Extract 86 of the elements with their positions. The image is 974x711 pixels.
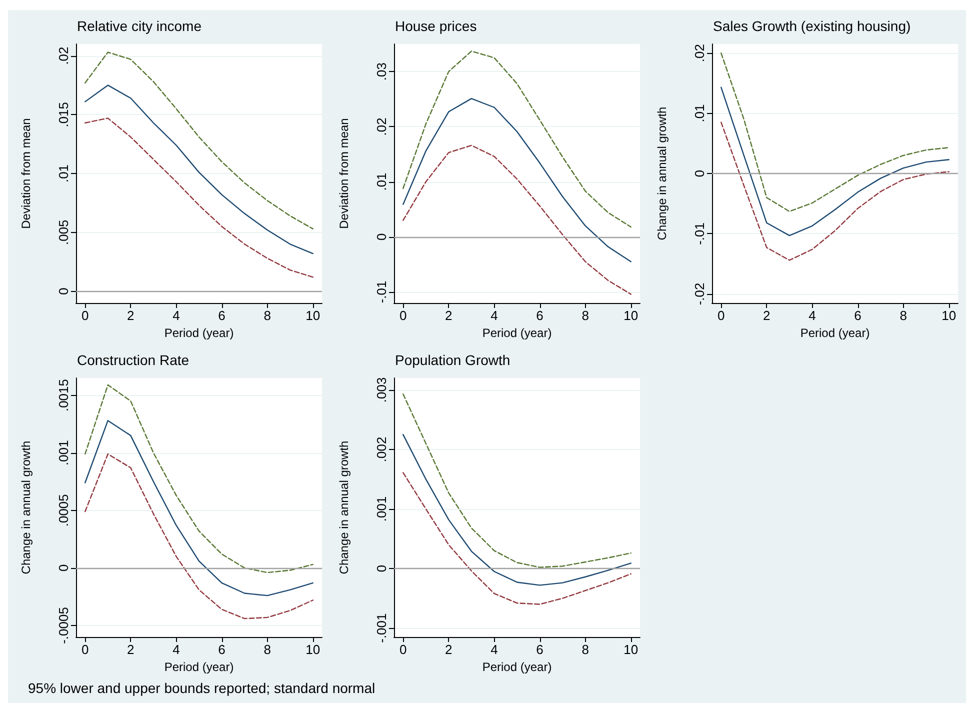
line-series [84,52,314,230]
line-series [402,144,632,295]
x-tick-label: 2 [445,642,452,657]
line-series [84,84,314,254]
text: 95% lower and upper bounds reported; standard normal [28,680,376,696]
x-tick-label: 4 [808,308,816,323]
x-tick-label: 10 [306,642,320,657]
x-axis-title: Period (year) [164,326,234,340]
y-tick-label: .003 [374,377,389,403]
chart-title: Population Growth [395,352,510,368]
y-tick-label: .0015 [56,378,71,412]
line-series [402,393,632,568]
y-axis-title: Change in annual growth [337,440,351,574]
y-tick-label: .02 [56,46,71,65]
x-tick-label: 2 [127,308,134,323]
x-tick-label: 2 [763,308,770,323]
line-series [720,86,950,236]
y-tick-label: 0 [374,233,389,240]
y-tick-label: .02 [374,118,389,136]
y-tick-label: -.02 [692,282,707,306]
x-tick-label: 6 [218,308,226,323]
x-tick-label: 0 [399,642,407,657]
line-series [84,384,314,574]
x-tick-label: 0 [717,308,725,323]
chart-title: Construction Rate [77,352,190,368]
x-tick-label: 6 [536,308,544,323]
y-tick-label: .002 [374,436,389,462]
line-series [402,98,632,262]
x-tick-label: 0 [399,308,407,323]
y-tick-label: 0 [692,170,707,178]
x-tick-label: 8 [582,642,589,657]
line-series [402,50,632,228]
line-series [720,122,950,261]
y-axis-title: Deviation from mean [337,118,351,229]
x-axis-title: Period (year) [482,326,552,340]
y-tick-label: -.01 [692,222,707,245]
y-tick-label: .0005 [56,494,71,527]
line-series [84,420,314,596]
x-tick-label: 6 [854,308,862,323]
line-series [402,472,632,605]
y-axis-title: Deviation from mean [19,118,33,229]
x-tick-label: 8 [264,642,271,657]
y-tick-label: .01 [374,172,389,191]
y-tick-label: .01 [56,164,71,183]
y-axis-title: Change in annual growth [655,106,669,240]
y-tick-label: .015 [56,102,71,128]
y-tick-label: .01 [692,104,707,122]
y-tick-label: -.01 [374,280,389,304]
x-tick-label: 2 [127,642,134,657]
x-tick-label: 0 [81,642,89,657]
line-series [84,453,314,620]
y-tick-label: -.0005 [56,607,71,644]
chart-title: Relative city income [77,18,202,34]
y-tick-label: .03 [374,62,389,81]
x-tick-label: 4 [172,308,180,323]
y-tick-label: .02 [692,44,707,62]
x-tick-label: 6 [536,642,544,657]
x-tick-label: 8 [264,308,271,323]
x-tick-label: 6 [218,642,226,657]
x-tick-label: 0 [81,308,89,323]
x-axis-title: Period (year) [482,660,552,674]
chart-title: Sales Growth (existing housing) [713,18,911,34]
y-tick-label: -.001 [374,613,389,643]
y-tick-label: 0 [374,564,389,572]
line-series [720,52,950,212]
x-tick-label: 4 [172,642,180,657]
x-tick-label: 8 [582,308,589,323]
y-tick-label: .005 [56,220,71,246]
x-tick-label: 2 [445,308,452,323]
x-axis-title: Period (year) [800,326,870,340]
x-tick-label: 10 [624,308,638,323]
x-tick-label: 10 [624,642,638,657]
x-tick-label: 10 [306,308,320,323]
y-axis-title: Change in annual growth [19,440,33,574]
x-axis-title: Period (year) [164,660,234,674]
y-tick-label: 0 [56,564,71,572]
x-tick-label: 8 [900,308,907,323]
line-series [402,434,632,586]
y-tick-label: .001 [374,496,389,522]
line-series [84,118,314,278]
x-tick-label: 4 [490,308,498,323]
x-tick-label: 4 [490,642,498,657]
chart-title: House prices [395,18,477,34]
y-tick-label: .001 [56,440,71,466]
y-tick-label: 0 [56,288,71,295]
x-tick-label: 10 [942,308,956,323]
